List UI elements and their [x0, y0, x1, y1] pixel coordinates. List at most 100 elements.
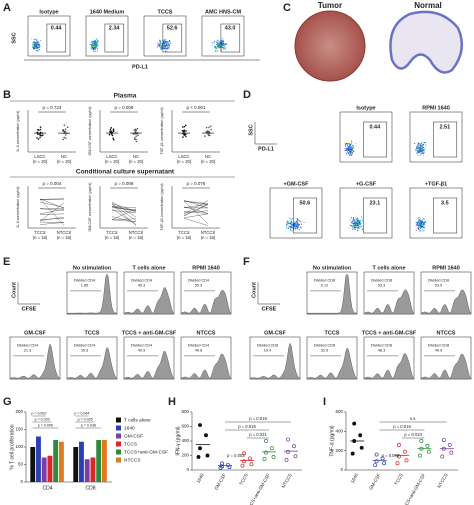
gate [363, 197, 388, 234]
pair-line [183, 210, 209, 214]
dot [298, 225, 300, 227]
dot [166, 43, 168, 45]
dot [164, 40, 166, 42]
dot [353, 223, 355, 225]
dot [225, 43, 227, 45]
dot [34, 44, 36, 46]
dot [419, 154, 421, 156]
data-point [441, 438, 446, 442]
dot [355, 224, 357, 226]
pair-line [111, 216, 137, 223]
bar [30, 447, 36, 482]
dot [167, 48, 169, 50]
dot [345, 148, 347, 150]
panel-label: G [3, 396, 12, 408]
pair-line [183, 201, 209, 224]
dot [162, 46, 164, 47]
y-tick-label: 400 [181, 438, 189, 443]
dot [418, 222, 420, 224]
dot [94, 44, 96, 46]
x-tick-label: CD4 [42, 485, 52, 491]
pair-line [39, 209, 65, 215]
dot [294, 227, 296, 229]
dot [294, 222, 296, 224]
dot [220, 46, 222, 48]
dot [32, 48, 34, 50]
dot [41, 134, 44, 136]
dot [215, 49, 217, 51]
dot [422, 149, 424, 151]
data-point [419, 439, 424, 443]
dot [418, 148, 420, 150]
dot [418, 227, 420, 229]
group-name: NC [61, 154, 67, 159]
dot [220, 46, 222, 48]
dot [286, 227, 288, 229]
dot [419, 223, 420, 225]
dot [167, 47, 169, 49]
dot [423, 151, 425, 153]
section-title: Plasma [114, 93, 137, 100]
dot [160, 43, 162, 44]
dot [425, 144, 427, 145]
dot [351, 153, 353, 155]
dot [66, 126, 69, 129]
dot [294, 225, 296, 227]
dot [168, 45, 169, 46]
dot [353, 220, 355, 222]
dot [423, 142, 425, 144]
panel-label: D [243, 89, 251, 101]
dot [351, 150, 353, 152]
dot [418, 224, 420, 226]
dot [207, 133, 210, 136]
dot [221, 46, 223, 48]
dot [424, 227, 426, 228]
dot [64, 137, 67, 139]
plot-title: TCCS [85, 330, 100, 336]
p-value: p = 0.008 [115, 181, 134, 186]
dot [423, 224, 425, 226]
dot [344, 150, 346, 151]
dot [38, 43, 40, 45]
gate-name: Divided CD4 [131, 278, 152, 282]
p-value: p = 0.044 [74, 411, 89, 415]
dot [38, 49, 40, 50]
dot [359, 226, 360, 228]
dot [208, 126, 210, 129]
dot [296, 227, 298, 229]
dot [420, 219, 422, 221]
gate [104, 23, 125, 53]
dot [347, 149, 349, 151]
dot [287, 225, 289, 227]
dot [420, 150, 421, 152]
dot [346, 152, 348, 153]
dot [422, 228, 424, 230]
dot [417, 144, 419, 146]
dot [286, 225, 288, 227]
dot [34, 43, 36, 45]
axis-label: IL-6 concentration (pg/ml) [16, 187, 20, 228]
dot [294, 223, 296, 225]
dot [292, 225, 293, 226]
dot [353, 146, 354, 148]
axis-label: TGF-β1 concentration (pg/ml) [160, 183, 164, 230]
dot [33, 47, 35, 49]
legend-swatch [116, 449, 121, 455]
dot [182, 136, 184, 138]
dot [296, 220, 298, 222]
dot [353, 219, 355, 221]
dot [134, 138, 136, 140]
pair-line [111, 218, 137, 220]
pair-line [39, 213, 65, 215]
dot [90, 44, 92, 46]
dot [157, 44, 159, 46]
group-name: TCCS [106, 230, 118, 235]
data-point [293, 454, 298, 459]
dot [169, 40, 171, 42]
gate-value: 52.6 [167, 25, 178, 31]
dot [357, 221, 359, 223]
dot [348, 147, 350, 149]
dot [421, 223, 423, 225]
pair-line [111, 207, 137, 211]
gate-value: 48.3 [378, 348, 385, 352]
